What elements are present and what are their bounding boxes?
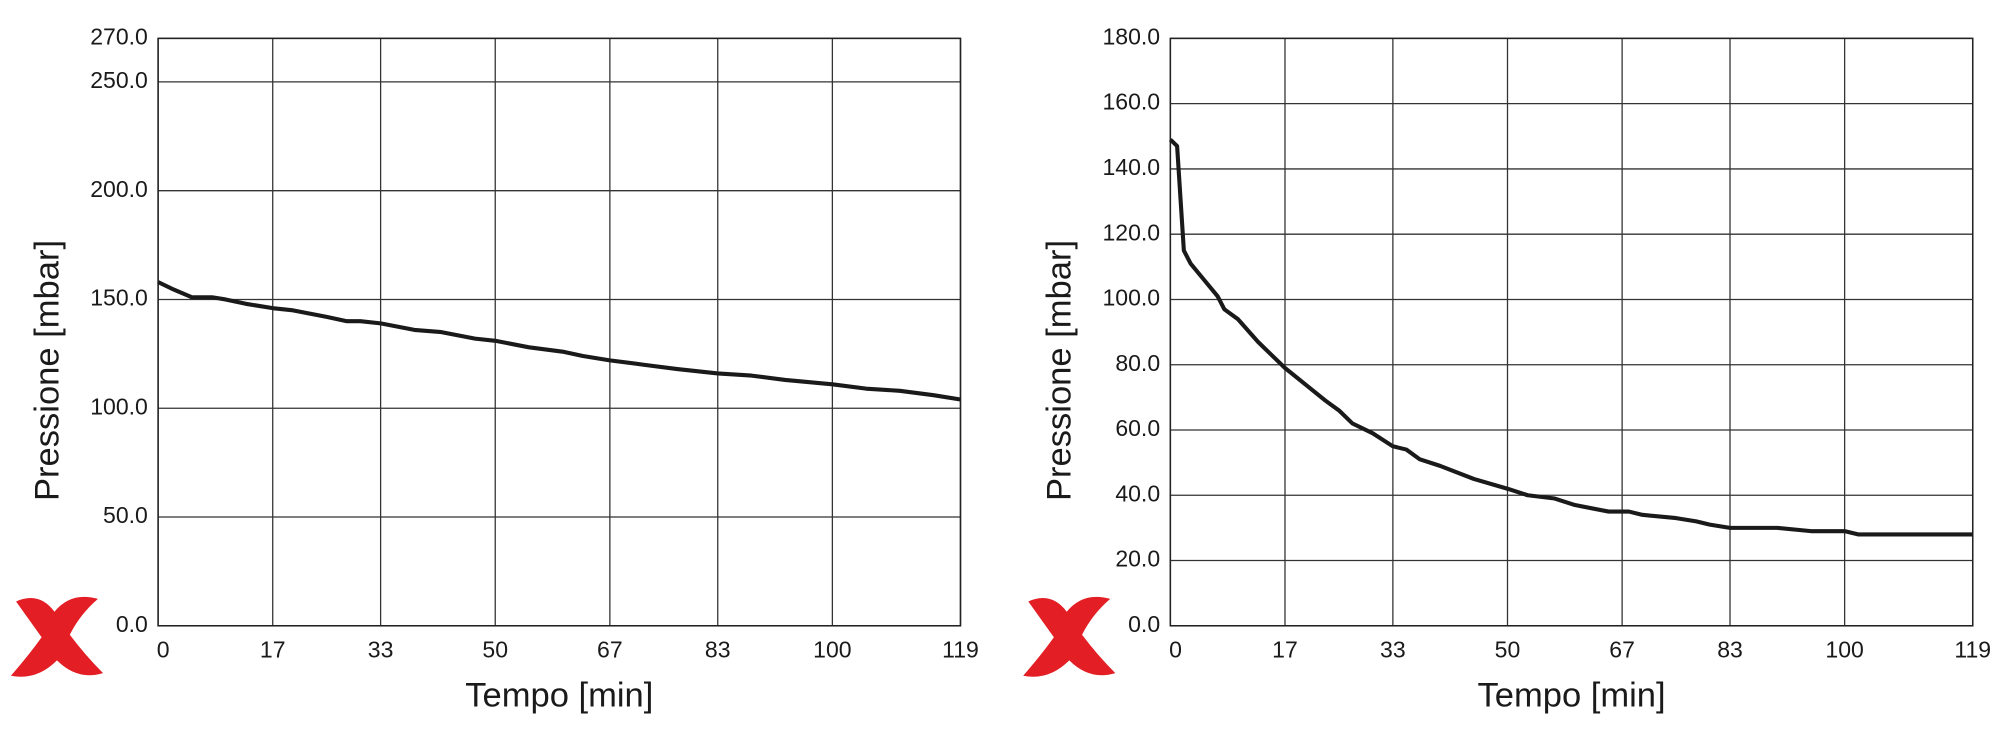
y-tick-label: 100.0 (90, 393, 148, 419)
plot-frame (157, 37, 962, 627)
y-tick-label: 40.0 (1115, 480, 1160, 506)
y-tick-label: 270.0 (90, 23, 148, 49)
data-line (157, 280, 961, 402)
y-tick-label: 180.0 (1103, 23, 1161, 49)
y-tick-label: 250.0 (90, 67, 148, 93)
y-tick-label: 50.0 (103, 502, 148, 528)
x-tick-label: 17 (1272, 636, 1298, 662)
x-tick-label: 67 (597, 636, 623, 662)
y-tick-label: 0.0 (1128, 611, 1160, 637)
y-axis-title: Pressione [mbar] (1041, 240, 1079, 501)
x-axis-title: Tempo [min] (1477, 677, 1665, 715)
x-tick-label: 33 (368, 636, 394, 662)
y-tick-label: 20.0 (1115, 546, 1160, 572)
x-tick-label: 119 (942, 636, 979, 662)
x-tick-label: 33 (1380, 636, 1406, 662)
data-line (1168, 138, 1973, 537)
x-tick-label: 50 (1495, 636, 1521, 662)
x-tick-label: 119 (1954, 636, 1991, 662)
x-tick-label: 83 (1717, 636, 1743, 662)
x-tick-label: 67 (1609, 636, 1635, 662)
y-tick-label: 200.0 (90, 176, 148, 202)
reject-icon (10, 596, 104, 677)
x-tick-label: 17 (260, 636, 286, 662)
x-tick-label: 100 (1825, 636, 1863, 662)
x-tick-label: 0 (157, 636, 170, 662)
y-axis-title: Pressione [mbar] (28, 240, 66, 501)
y-tick-label: 140.0 (1103, 154, 1161, 180)
y-tick-label: 150.0 (90, 285, 148, 311)
x-tick-label: 83 (705, 636, 731, 662)
plot-frame (1169, 37, 1974, 627)
y-tick-label: 120.0 (1103, 219, 1161, 245)
x-tick-label: 100 (813, 636, 851, 662)
reject-icon (1023, 596, 1116, 677)
y-tick-label: 80.0 (1115, 350, 1160, 376)
x-tick-label: 50 (482, 636, 508, 662)
y-tick-label: 100.0 (1103, 285, 1161, 311)
y-tick-label: 160.0 (1103, 89, 1161, 115)
x-axis-title: Tempo [min] (465, 677, 653, 715)
x-tick-label: 0 (1169, 636, 1182, 662)
y-tick-label: 60.0 (1115, 415, 1160, 441)
y-tick-label: 0.0 (116, 611, 148, 637)
